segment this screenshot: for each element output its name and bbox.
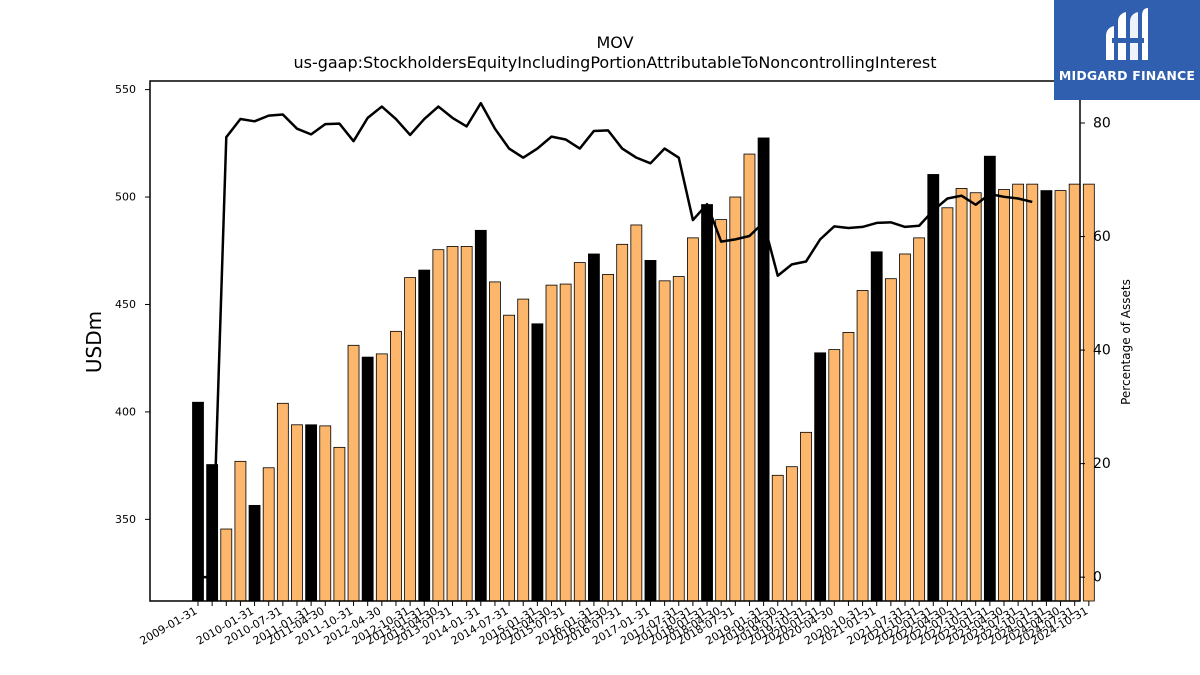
y2-tick-label: 0 [1093,570,1102,586]
x-tick-label: 2009-01-31 [138,604,200,647]
bar-2024-10-31 [1082,183,1095,602]
chart-subtitle: us-gaap:StockholdersEquityIncludingPorti… [293,53,936,72]
bar-2022-07-31 [955,188,968,602]
bar-2009-01-31 [192,401,204,602]
bar-2024-04-30 [1054,190,1067,602]
bar-2016-07-31 [616,243,629,602]
bar-2013-10-31 [460,246,473,602]
bar-2015-01-31 [531,323,544,602]
bar-2022-10-31 [969,192,982,602]
bar-2009-07-31 [220,528,233,602]
bar-2024-01-31 [1040,190,1053,602]
bar-2011-01-31 [305,424,318,602]
bar-2011-07-31 [333,446,346,602]
bar-2013-07-31 [446,246,459,602]
bar-2023-07-31 [1012,183,1025,602]
brand-logo: MIDGARD FINANCE [1054,0,1200,100]
bar-2014-01-31 [474,229,487,602]
y-tick-label: 400 [115,405,136,418]
bar-2020-01-31 [814,352,827,602]
bar-2022-04-30 [941,207,954,602]
bar-2019-07-31 [785,466,798,602]
bar-2012-01-31 [361,356,374,602]
bar-2010-01-31 [248,504,261,602]
bar-2020-04-30 [828,349,841,602]
bar-2018-10-31 [743,153,756,602]
y-tick-label: 550 [115,83,136,96]
bar-2020-07-31 [842,331,855,602]
brand-name: MIDGARD FINANCE [1058,68,1196,83]
percentage-of-assets-line [198,101,1033,579]
bar-2023-01-31 [983,155,996,602]
y-tick-label: 450 [115,298,136,311]
midgard-logo-icon [1106,8,1148,60]
bar-2010-04-30 [262,467,275,602]
bar-2015-10-31 [573,262,586,602]
bar-2018-04-30 [715,219,728,602]
bar-2011-10-31 [347,344,360,602]
bar-2021-01-31 [870,251,883,602]
bar-2023-04-30 [998,189,1010,602]
line-layer [198,101,1033,579]
bar-2009-10-31 [234,460,247,602]
bar-2014-10-31 [517,298,530,602]
bar-2015-07-31 [559,283,572,602]
bar-2024-07-31 [1068,183,1081,602]
bar-2016-04-30 [602,273,614,602]
bar-2018-07-31 [729,196,742,602]
bar-2014-04-30 [489,281,501,602]
bar-2020-10-31 [856,290,869,602]
y-axis-label: USDm [82,311,106,373]
bar-2022-01-31 [927,174,940,602]
bar-2016-01-31 [588,253,600,602]
bar-2010-10-31 [291,424,303,602]
bar-2019-01-31 [757,137,770,602]
y-tick-label: 500 [115,191,136,204]
y2-tick-label: 40 [1093,343,1111,359]
bar-2016-10-31 [630,224,643,602]
bar-2011-04-30 [319,425,332,602]
bar-2019-10-31 [800,431,812,602]
chart-title: MOV [596,33,633,52]
y2-tick-label: 60 [1093,229,1111,245]
bar-2017-04-30 [658,280,671,602]
y2-axis-label: Percentage of Assets [1119,279,1133,405]
bars-layer [192,137,1095,602]
y2-tick-label: 20 [1093,456,1111,472]
bar-2015-04-30 [545,284,558,602]
bar-2017-07-31 [672,276,685,602]
bar-2021-04-30 [884,278,897,602]
bar-2021-07-31 [899,253,911,602]
axes-layer [149,80,1081,602]
bar-2023-10-31 [1026,183,1039,602]
y2-tick-label: 80 [1093,116,1111,132]
bar-2013-01-31 [418,269,431,602]
bar-2012-04-30 [375,353,388,602]
bar-2012-07-31 [390,330,402,602]
bar-2021-10-31 [913,237,926,602]
bar-2017-10-31 [687,237,699,602]
bar-2010-07-31 [276,402,289,602]
bar-2017-01-31 [644,260,657,602]
bar-2019-04-30 [771,474,784,602]
bar-2014-07-31 [503,314,515,602]
plot-frame [149,80,1081,602]
bar-2018-01-31 [701,204,713,602]
bar-2013-04-30 [432,249,445,602]
y-tick-label: 350 [115,513,136,526]
bar-2012-10-31 [404,277,417,602]
